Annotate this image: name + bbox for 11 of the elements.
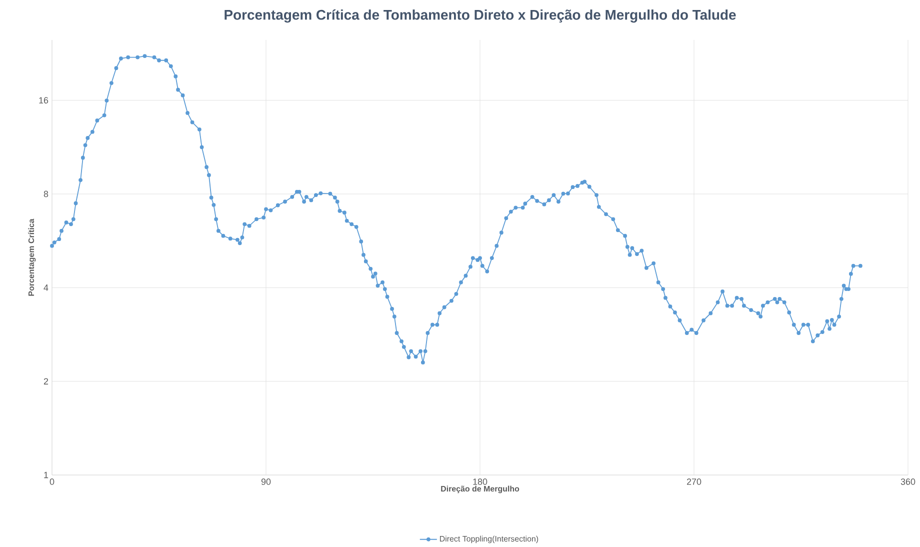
- y-tick-label: 1: [44, 472, 48, 478]
- x-tick-label: 90: [261, 478, 271, 485]
- chart-title: Porcentagem Crítica de Tombamento Direto x Direção de Mergulho do Talude: [224, 9, 736, 23]
- y-tick-label: 4: [44, 284, 48, 291]
- x-tick-label: 180: [473, 478, 488, 485]
- x-tick-label: 360: [900, 478, 916, 485]
- y-tick-label: 2: [44, 378, 48, 384]
- y-tick-label: 16: [39, 97, 48, 104]
- x-tick-label: 0: [50, 478, 54, 485]
- x-tick-label: 270: [686, 478, 702, 485]
- y-tick-label: 8: [44, 190, 48, 198]
